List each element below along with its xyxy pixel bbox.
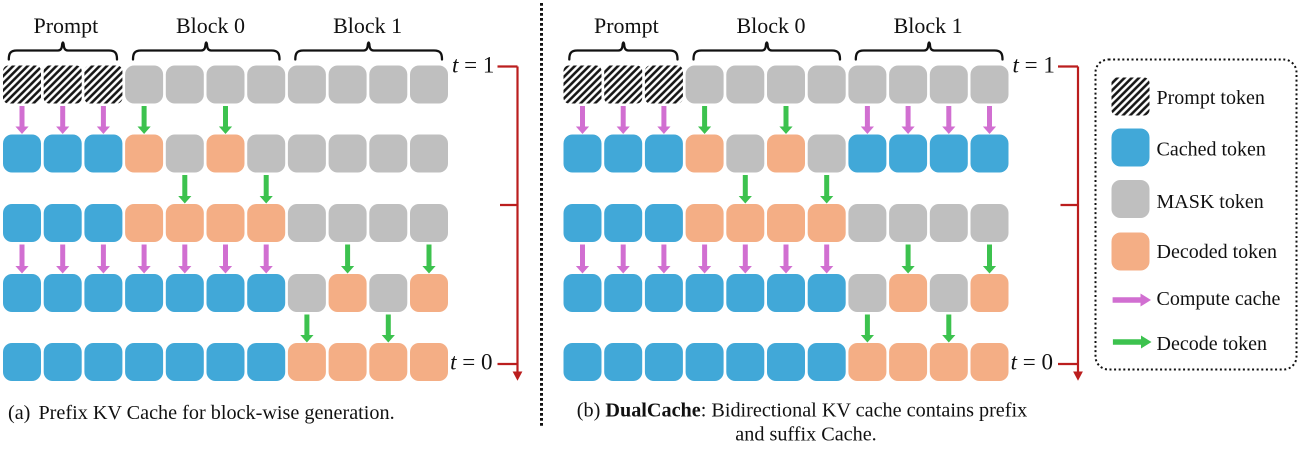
svg-text:MASK token: MASK token	[1157, 191, 1264, 213]
svg-text:Block 0: Block 0	[736, 13, 805, 38]
svg-text:Block 0: Block 0	[176, 13, 245, 38]
svg-text:t = 1: t = 1	[452, 53, 494, 78]
svg-text:Prompt token: Prompt token	[1157, 87, 1265, 109]
svg-text:t = 1: t = 1	[1013, 53, 1055, 78]
svg-text:(a) Prefix KV Cache for block-: (a) Prefix KV Cache for block-wise gener…	[8, 402, 395, 424]
svg-text:Block 1: Block 1	[333, 13, 402, 38]
svg-text:t = 0: t = 0	[450, 350, 492, 375]
svg-text:Decoded token: Decoded token	[1157, 241, 1278, 263]
svg-text:t = 0: t = 0	[1011, 350, 1053, 375]
svg-text:and suffix Cache.: and suffix Cache.	[735, 424, 876, 446]
svg-text:Block 1: Block 1	[894, 13, 963, 38]
svg-text:Prompt: Prompt	[34, 13, 99, 38]
svg-text:Compute cache: Compute cache	[1157, 288, 1281, 310]
svg-text:Prompt: Prompt	[594, 13, 659, 38]
svg-text:Cached token: Cached token	[1157, 138, 1266, 160]
svg-text:(b) DualCache: Bidirectional K: (b) DualCache: Bidirectional KV cache co…	[577, 400, 1027, 422]
svg-text:Decode token: Decode token	[1157, 333, 1268, 355]
